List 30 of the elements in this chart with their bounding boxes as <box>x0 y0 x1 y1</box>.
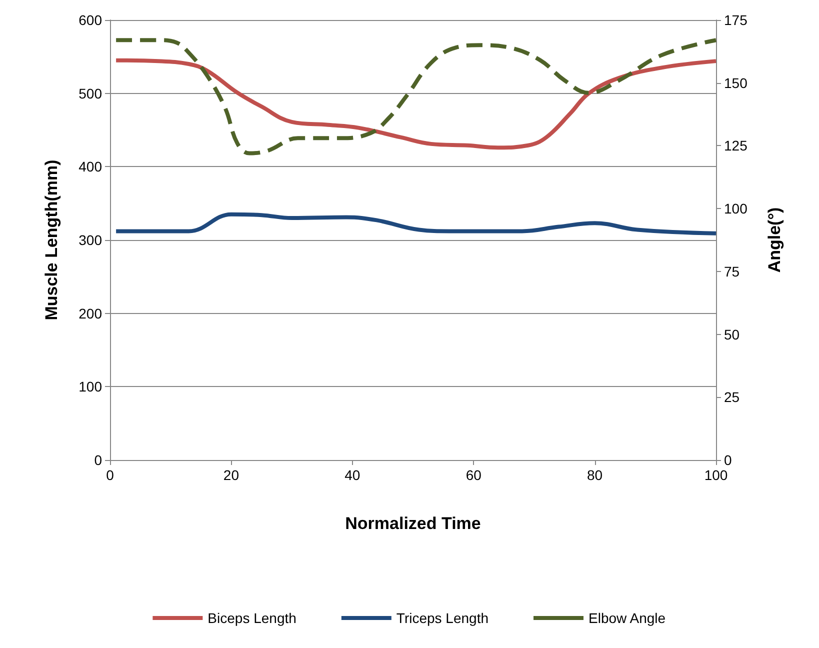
line-series <box>114 38 718 156</box>
y-tick-label: 300 <box>78 232 102 248</box>
y2-tick-label: 75 <box>724 263 740 280</box>
y2-tick-label: 100 <box>724 200 748 217</box>
legend-label: Elbow Angle <box>588 610 666 626</box>
x-tick-label: 100 <box>704 467 728 483</box>
x-tick-label: 60 <box>466 467 482 483</box>
x-tick-label: 40 <box>344 467 360 483</box>
x-axis-title: Normalized Time <box>345 514 481 533</box>
y2-tick-label: 0 <box>724 452 732 468</box>
y2-axis-title: Angle(°) <box>765 207 784 273</box>
y-tick-label: 200 <box>78 305 102 322</box>
y2-tick-label: 25 <box>724 389 740 406</box>
legend-label: Triceps Length <box>396 610 488 626</box>
y-tick-label: 400 <box>78 158 102 175</box>
y-tick-label: 600 <box>78 12 102 28</box>
x-tick-label: 0 <box>106 467 114 483</box>
y2-tick-label: 50 <box>724 326 740 342</box>
line-series <box>114 58 718 150</box>
y2-tick-label: 150 <box>724 74 748 91</box>
y-tick-label: 100 <box>78 378 102 395</box>
y-tick-label: 500 <box>78 85 102 102</box>
y-tick-label: 0 <box>94 452 102 468</box>
line-series <box>114 212 718 236</box>
y2-tick-label: 175 <box>724 12 748 28</box>
y-axis-title: Muscle Length(mm) <box>42 160 61 320</box>
legend-label: Biceps Length <box>208 610 296 626</box>
y2-tick-label: 125 <box>724 138 748 154</box>
x-tick-label: 80 <box>587 467 603 483</box>
x-tick-label: 20 <box>223 467 240 483</box>
